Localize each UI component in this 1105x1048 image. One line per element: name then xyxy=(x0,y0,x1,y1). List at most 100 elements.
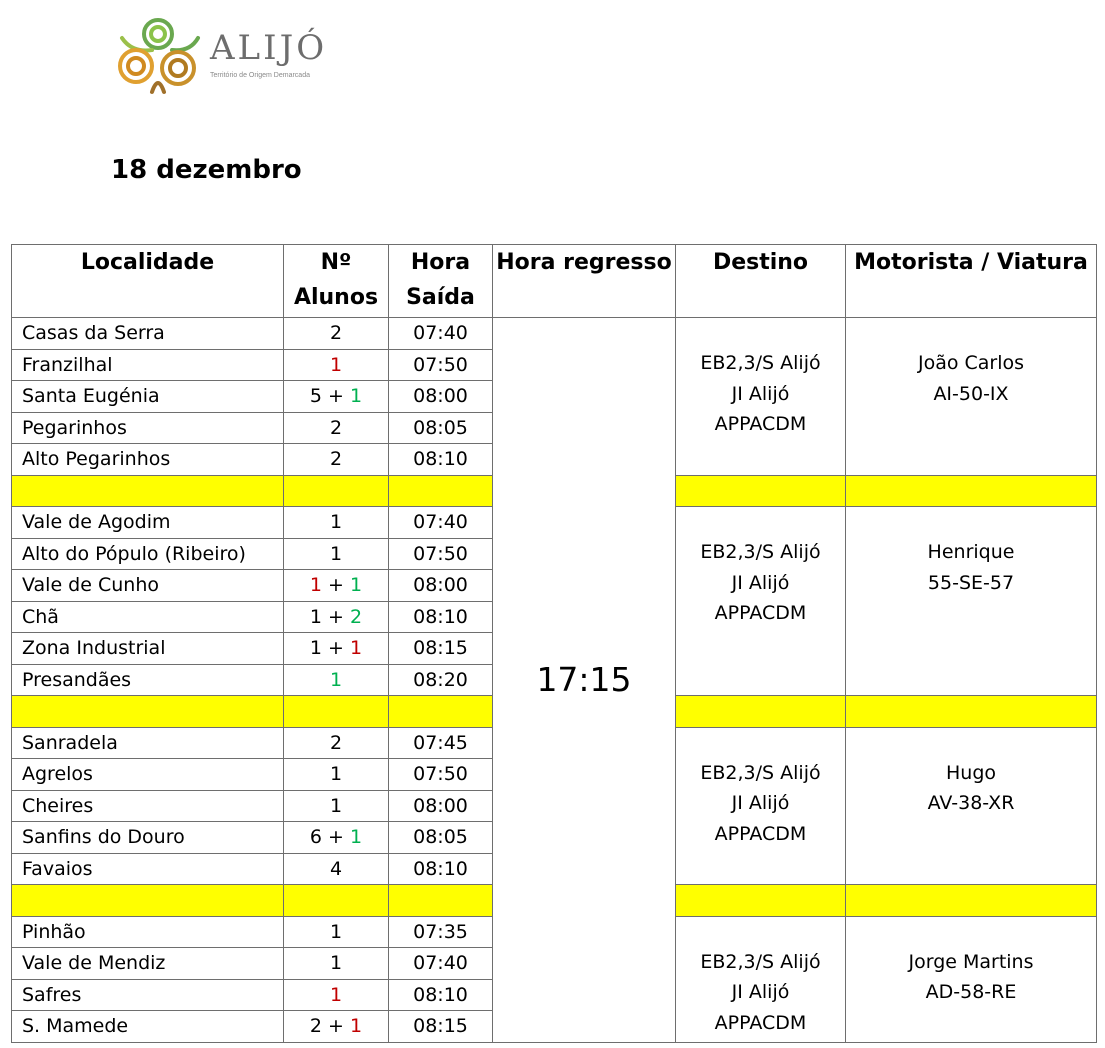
localidade-cell: Agrelos xyxy=(11,758,284,791)
alunos-count: 1 xyxy=(350,1015,363,1038)
hora-saida-cell: 08:10 xyxy=(388,978,493,1011)
alunos-count: 1 xyxy=(329,794,343,817)
header-hora-regresso: Hora regresso xyxy=(492,244,676,318)
hora-regresso-cell: 17:15 xyxy=(492,317,676,1043)
alunos-count: 1 xyxy=(329,983,343,1006)
localidade-cell: Vale de Agodim xyxy=(11,506,284,539)
alunos-cell: 1 xyxy=(283,348,389,381)
alunos-cell: 2 xyxy=(283,726,389,759)
table-row: Santa Eugénia 5 + 1 08:00 xyxy=(11,380,1097,413)
alunos-count: 1 xyxy=(350,574,363,597)
motorista-line: AI-50-IX xyxy=(933,382,1009,405)
motorista-line: AD-58-RE xyxy=(925,981,1017,1003)
highlight-cell xyxy=(845,884,1097,917)
alunos-cell: 2 xyxy=(283,411,389,444)
alunos-count: 1 xyxy=(329,511,343,534)
destino-line: APPACDM xyxy=(714,413,807,435)
logo-subtitle: Território de Origem Demarcada xyxy=(210,72,310,79)
alunos-cell: 1 xyxy=(283,978,389,1011)
hora-saida-cell: 08:10 xyxy=(388,600,493,633)
localidade-cell: Alto Pegarinhos xyxy=(11,443,284,476)
header-motorista: Motorista / Viatura xyxy=(845,244,1097,318)
table-row: Cheires 1 08:00 xyxy=(11,789,1097,822)
alunos-count: 1 xyxy=(329,668,343,691)
table-row: S. Mamede 2 + 1 08:15 xyxy=(11,1010,1097,1043)
motorista-line: Hugo xyxy=(945,761,996,784)
alunos-count: 2 xyxy=(329,731,343,754)
alunos-cell: 1 + 1 xyxy=(283,569,389,602)
table-row: Sanradela 2 07:45 EB2,3/S Alijó JI Alijó APPA… xyxy=(11,726,1097,885)
destino-line: EB2,3/S Alijó xyxy=(700,541,821,563)
hora-saida-cell: 07:50 xyxy=(388,348,493,381)
localidade-cell: Zona Industrial xyxy=(11,632,284,665)
destino-line: APPACDM xyxy=(714,602,807,624)
destino-line: JI Alijó xyxy=(731,792,790,814)
alunos-count: 2 xyxy=(329,448,343,471)
highlight-cell xyxy=(845,474,1097,507)
schedule-table: Localidade Nº Alunos Hora Saída Hora reg… xyxy=(11,244,1097,1043)
motorista-cell: Jorge Martins AD-58-RE xyxy=(845,915,1097,1043)
alunos-count: 1 + xyxy=(309,637,350,660)
table-row: Franzilhal 1 07:50 xyxy=(11,348,1097,381)
localidade-cell: Sanradela xyxy=(11,726,284,759)
highlight-cell xyxy=(11,474,284,507)
destino-line: JI Alijó xyxy=(731,981,790,1003)
separator-row xyxy=(11,884,1097,917)
table-row: Presandães 1 08:20 xyxy=(11,663,1097,696)
hora-saida-cell: 07:35 xyxy=(388,915,493,948)
alunos-count: 6 + xyxy=(309,826,350,849)
alunos-count: 2 xyxy=(329,322,343,345)
localidade-cell: S. Mamede xyxy=(11,1010,284,1043)
alunos-count: 4 xyxy=(329,857,343,880)
highlight-cell xyxy=(845,695,1097,728)
highlight-cell xyxy=(11,695,284,728)
motorista-cell: Henrique 55-SE-57 xyxy=(845,506,1097,696)
alunos-count: 5 + xyxy=(309,385,350,408)
hora-saida-cell: 08:10 xyxy=(388,852,493,885)
localidade-cell: Pegarinhos xyxy=(11,411,284,444)
alunos-cell: 5 + 1 xyxy=(283,380,389,413)
alunos-count: 2 xyxy=(350,605,363,628)
destino-cell: EB2,3/S Alijó JI Alijó APPACDM xyxy=(675,915,846,1043)
alunos-cell: 1 xyxy=(283,537,389,570)
table-row: Favaios 4 08:10 xyxy=(11,852,1097,885)
alunos-cell: 1 xyxy=(283,789,389,822)
table-row: Alto Pegarinhos 2 08:10 xyxy=(11,443,1097,476)
motorista-line: Jorge Martins xyxy=(908,950,1034,973)
header-localidade: Localidade xyxy=(11,244,284,318)
highlight-cell xyxy=(675,884,846,917)
hora-saida-cell: 08:00 xyxy=(388,380,493,413)
hora-saida-cell: 07:40 xyxy=(388,947,493,980)
table-row: Vale de Mendiz 1 07:40 xyxy=(11,947,1097,980)
localidade-cell: Casas da Serra xyxy=(11,317,284,350)
alunos-count: + xyxy=(322,574,350,597)
alijo-logo: ALIJÓ Território de Origem Demarcada xyxy=(112,8,342,96)
logo-emblem-icon xyxy=(118,18,200,94)
alunos-cell: 4 xyxy=(283,852,389,885)
localidade-cell: Alto do Pópulo (Ribeiro) xyxy=(11,537,284,570)
highlight-cell xyxy=(388,884,493,917)
motorista-line: Henrique xyxy=(927,541,1015,563)
alunos-count: 1 + xyxy=(309,605,350,628)
highlight-cell xyxy=(283,884,389,917)
table-row: Sanfins do Douro 6 + 1 08:05 xyxy=(11,821,1097,854)
hora-saida-cell: 07:40 xyxy=(388,317,493,350)
page-date: 18 dezembro xyxy=(111,155,302,185)
destino-line: JI Alijó xyxy=(731,382,790,405)
destino-line: EB2,3/S Alijó xyxy=(700,761,821,784)
localidade-cell: Presandães xyxy=(11,663,284,696)
hora-saida-cell: 07:40 xyxy=(388,506,493,539)
alunos-count: 1 xyxy=(329,353,343,376)
logo-wordmark: ALIJÓ xyxy=(210,28,328,68)
motorista-line: AV-38-XR xyxy=(927,792,1015,814)
alunos-cell: 1 xyxy=(283,915,389,948)
alunos-count: 1 xyxy=(350,637,363,660)
alunos-count: 1 xyxy=(350,385,363,408)
highlight-cell xyxy=(675,695,846,728)
localidade-cell: Santa Eugénia xyxy=(11,380,284,413)
alunos-cell: 2 xyxy=(283,443,389,476)
alunos-count: 1 xyxy=(329,763,343,786)
alunos-count: 2 + xyxy=(309,1015,350,1038)
hora-saida-cell: 07:45 xyxy=(388,726,493,759)
schedule-body: Casas da Serra 2 07:40 17:15 EB2,3/S Alijó JI… xyxy=(11,317,1097,1043)
